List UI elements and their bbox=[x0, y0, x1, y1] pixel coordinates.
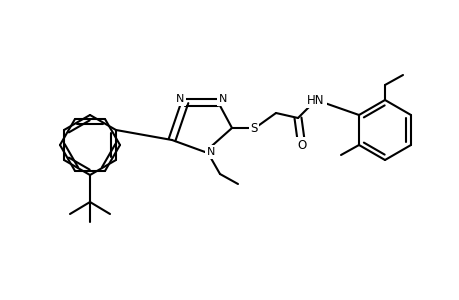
Text: S: S bbox=[250, 122, 257, 134]
Text: N: N bbox=[218, 94, 227, 104]
Text: N: N bbox=[207, 147, 215, 157]
Text: HN: HN bbox=[307, 94, 324, 106]
Text: O: O bbox=[297, 139, 306, 152]
Text: N: N bbox=[175, 94, 184, 104]
